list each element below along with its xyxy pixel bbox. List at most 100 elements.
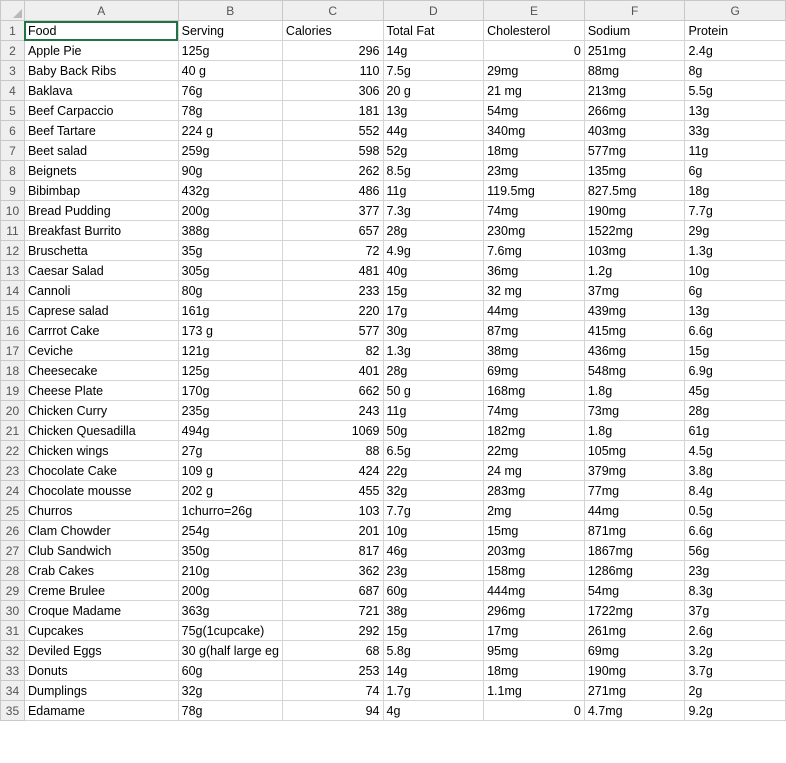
cell-d15[interactable]: 17g (382, 300, 485, 321)
cell-b20[interactable]: 235g (177, 400, 283, 421)
row-header[interactable]: 15 (0, 300, 25, 321)
cell-e10[interactable]: 74mg (483, 200, 585, 221)
row-header[interactable]: 11 (0, 220, 25, 241)
cell-b8[interactable]: 90g (177, 160, 283, 181)
cell-f6[interactable]: 403mg (583, 120, 686, 141)
cell-d11[interactable]: 28g (382, 220, 485, 241)
cell-a33[interactable]: Donuts (23, 660, 179, 681)
cell-g27[interactable]: 56g (684, 540, 786, 561)
cell-a20[interactable]: Chicken Curry (23, 400, 179, 421)
cell-f5[interactable]: 266mg (583, 100, 686, 121)
cell-a31[interactable]: Cupcakes (23, 620, 179, 641)
cell-b16[interactable]: 173 g (177, 320, 283, 341)
cell-e31[interactable]: 17mg (483, 620, 585, 641)
cell-f27[interactable]: 1867mg (583, 540, 686, 561)
row-header[interactable]: 26 (0, 520, 25, 541)
cell-b26[interactable]: 254g (177, 520, 283, 541)
row-header[interactable]: 23 (0, 460, 25, 481)
cell-g20[interactable]: 28g (684, 400, 786, 421)
cell-f17[interactable]: 436mg (583, 340, 686, 361)
row-header[interactable]: 14 (0, 280, 25, 301)
cell-b33[interactable]: 60g (177, 660, 283, 681)
cell-f26[interactable]: 871mg (583, 520, 686, 541)
cell-c35[interactable]: 94 (281, 700, 384, 721)
cell-e24[interactable]: 283mg (483, 480, 585, 501)
cell-a14[interactable]: Cannoli (23, 280, 179, 301)
cell-d8[interactable]: 8.5g (382, 160, 485, 181)
cell-f15[interactable]: 439mg (583, 300, 686, 321)
cell-e6[interactable]: 340mg (483, 120, 585, 141)
cell-d25[interactable]: 7.7g (382, 500, 485, 521)
cell-a1[interactable]: Food (23, 20, 179, 41)
cell-a8[interactable]: Beignets (23, 160, 179, 181)
cell-c24[interactable]: 455 (281, 480, 384, 501)
cell-f10[interactable]: 190mg (583, 200, 686, 221)
cell-a28[interactable]: Crab Cakes (23, 560, 179, 581)
cell-a26[interactable]: Clam Chowder (23, 520, 179, 541)
cell-c11[interactable]: 657 (281, 220, 384, 241)
cell-f35[interactable]: 4.7mg (583, 700, 686, 721)
cell-a29[interactable]: Creme Brulee (23, 580, 179, 601)
cell-a15[interactable]: Caprese salad (23, 300, 179, 321)
cell-d3[interactable]: 7.5g (382, 60, 485, 81)
cell-f23[interactable]: 379mg (583, 460, 686, 481)
cell-d19[interactable]: 50 g (382, 380, 485, 401)
row-header[interactable]: 10 (0, 200, 25, 221)
row-header[interactable]: 5 (0, 100, 25, 121)
column-header-g[interactable]: G (684, 0, 786, 21)
cell-f3[interactable]: 88mg (583, 60, 686, 81)
cell-b21[interactable]: 494g (177, 420, 283, 441)
cell-d20[interactable]: 11g (382, 400, 485, 421)
cell-g26[interactable]: 6.6g (684, 520, 786, 541)
cell-c23[interactable]: 424 (281, 460, 384, 481)
cell-g21[interactable]: 61g (684, 420, 786, 441)
cell-c30[interactable]: 721 (281, 600, 384, 621)
cell-c21[interactable]: 1069 (281, 420, 384, 441)
cell-b1[interactable]: Serving (177, 20, 283, 41)
cell-d28[interactable]: 23g (382, 560, 485, 581)
cell-c14[interactable]: 233 (281, 280, 384, 301)
cell-d23[interactable]: 22g (382, 460, 485, 481)
cell-a12[interactable]: Bruschetta (23, 240, 179, 261)
cell-g34[interactable]: 2g (684, 680, 786, 701)
cell-e17[interactable]: 38mg (483, 340, 585, 361)
cell-a16[interactable]: Carrrot Cake (23, 320, 179, 341)
cell-c5[interactable]: 181 (281, 100, 384, 121)
cell-d32[interactable]: 5.8g (382, 640, 485, 661)
cell-g16[interactable]: 6.6g (684, 320, 786, 341)
cell-b6[interactable]: 224 g (177, 120, 283, 141)
cell-d21[interactable]: 50g (382, 420, 485, 441)
cell-e9[interactable]: 119.5mg (483, 180, 585, 201)
cell-g6[interactable]: 33g (684, 120, 786, 141)
row-header[interactable]: 21 (0, 420, 25, 441)
cell-g12[interactable]: 1.3g (684, 240, 786, 261)
cell-a18[interactable]: Cheesecake (23, 360, 179, 381)
cell-g11[interactable]: 29g (684, 220, 786, 241)
row-header[interactable]: 6 (0, 120, 25, 141)
cell-a27[interactable]: Club Sandwich (23, 540, 179, 561)
cell-a34[interactable]: Dumplings (23, 680, 179, 701)
cell-a4[interactable]: Baklava (23, 80, 179, 101)
cell-b13[interactable]: 305g (177, 260, 283, 281)
cell-b18[interactable]: 125g (177, 360, 283, 381)
row-header[interactable]: 3 (0, 60, 25, 81)
cell-c17[interactable]: 82 (281, 340, 384, 361)
cell-c27[interactable]: 817 (281, 540, 384, 561)
cell-e29[interactable]: 444mg (483, 580, 585, 601)
cell-f2[interactable]: 251mg (583, 40, 686, 61)
cell-b15[interactable]: 161g (177, 300, 283, 321)
cell-b4[interactable]: 76g (177, 80, 283, 101)
cell-f8[interactable]: 135mg (583, 160, 686, 181)
cell-d4[interactable]: 20 g (382, 80, 485, 101)
cell-e27[interactable]: 203mg (483, 540, 585, 561)
cell-f29[interactable]: 54mg (583, 580, 686, 601)
cell-b14[interactable]: 80g (177, 280, 283, 301)
cell-c34[interactable]: 74 (281, 680, 384, 701)
cell-e12[interactable]: 7.6mg (483, 240, 585, 261)
cell-d33[interactable]: 14g (382, 660, 485, 681)
cell-c25[interactable]: 103 (281, 500, 384, 521)
cell-d7[interactable]: 52g (382, 140, 485, 161)
cell-d2[interactable]: 14g (382, 40, 485, 61)
select-all-corner[interactable] (0, 0, 25, 21)
cell-g15[interactable]: 13g (684, 300, 786, 321)
